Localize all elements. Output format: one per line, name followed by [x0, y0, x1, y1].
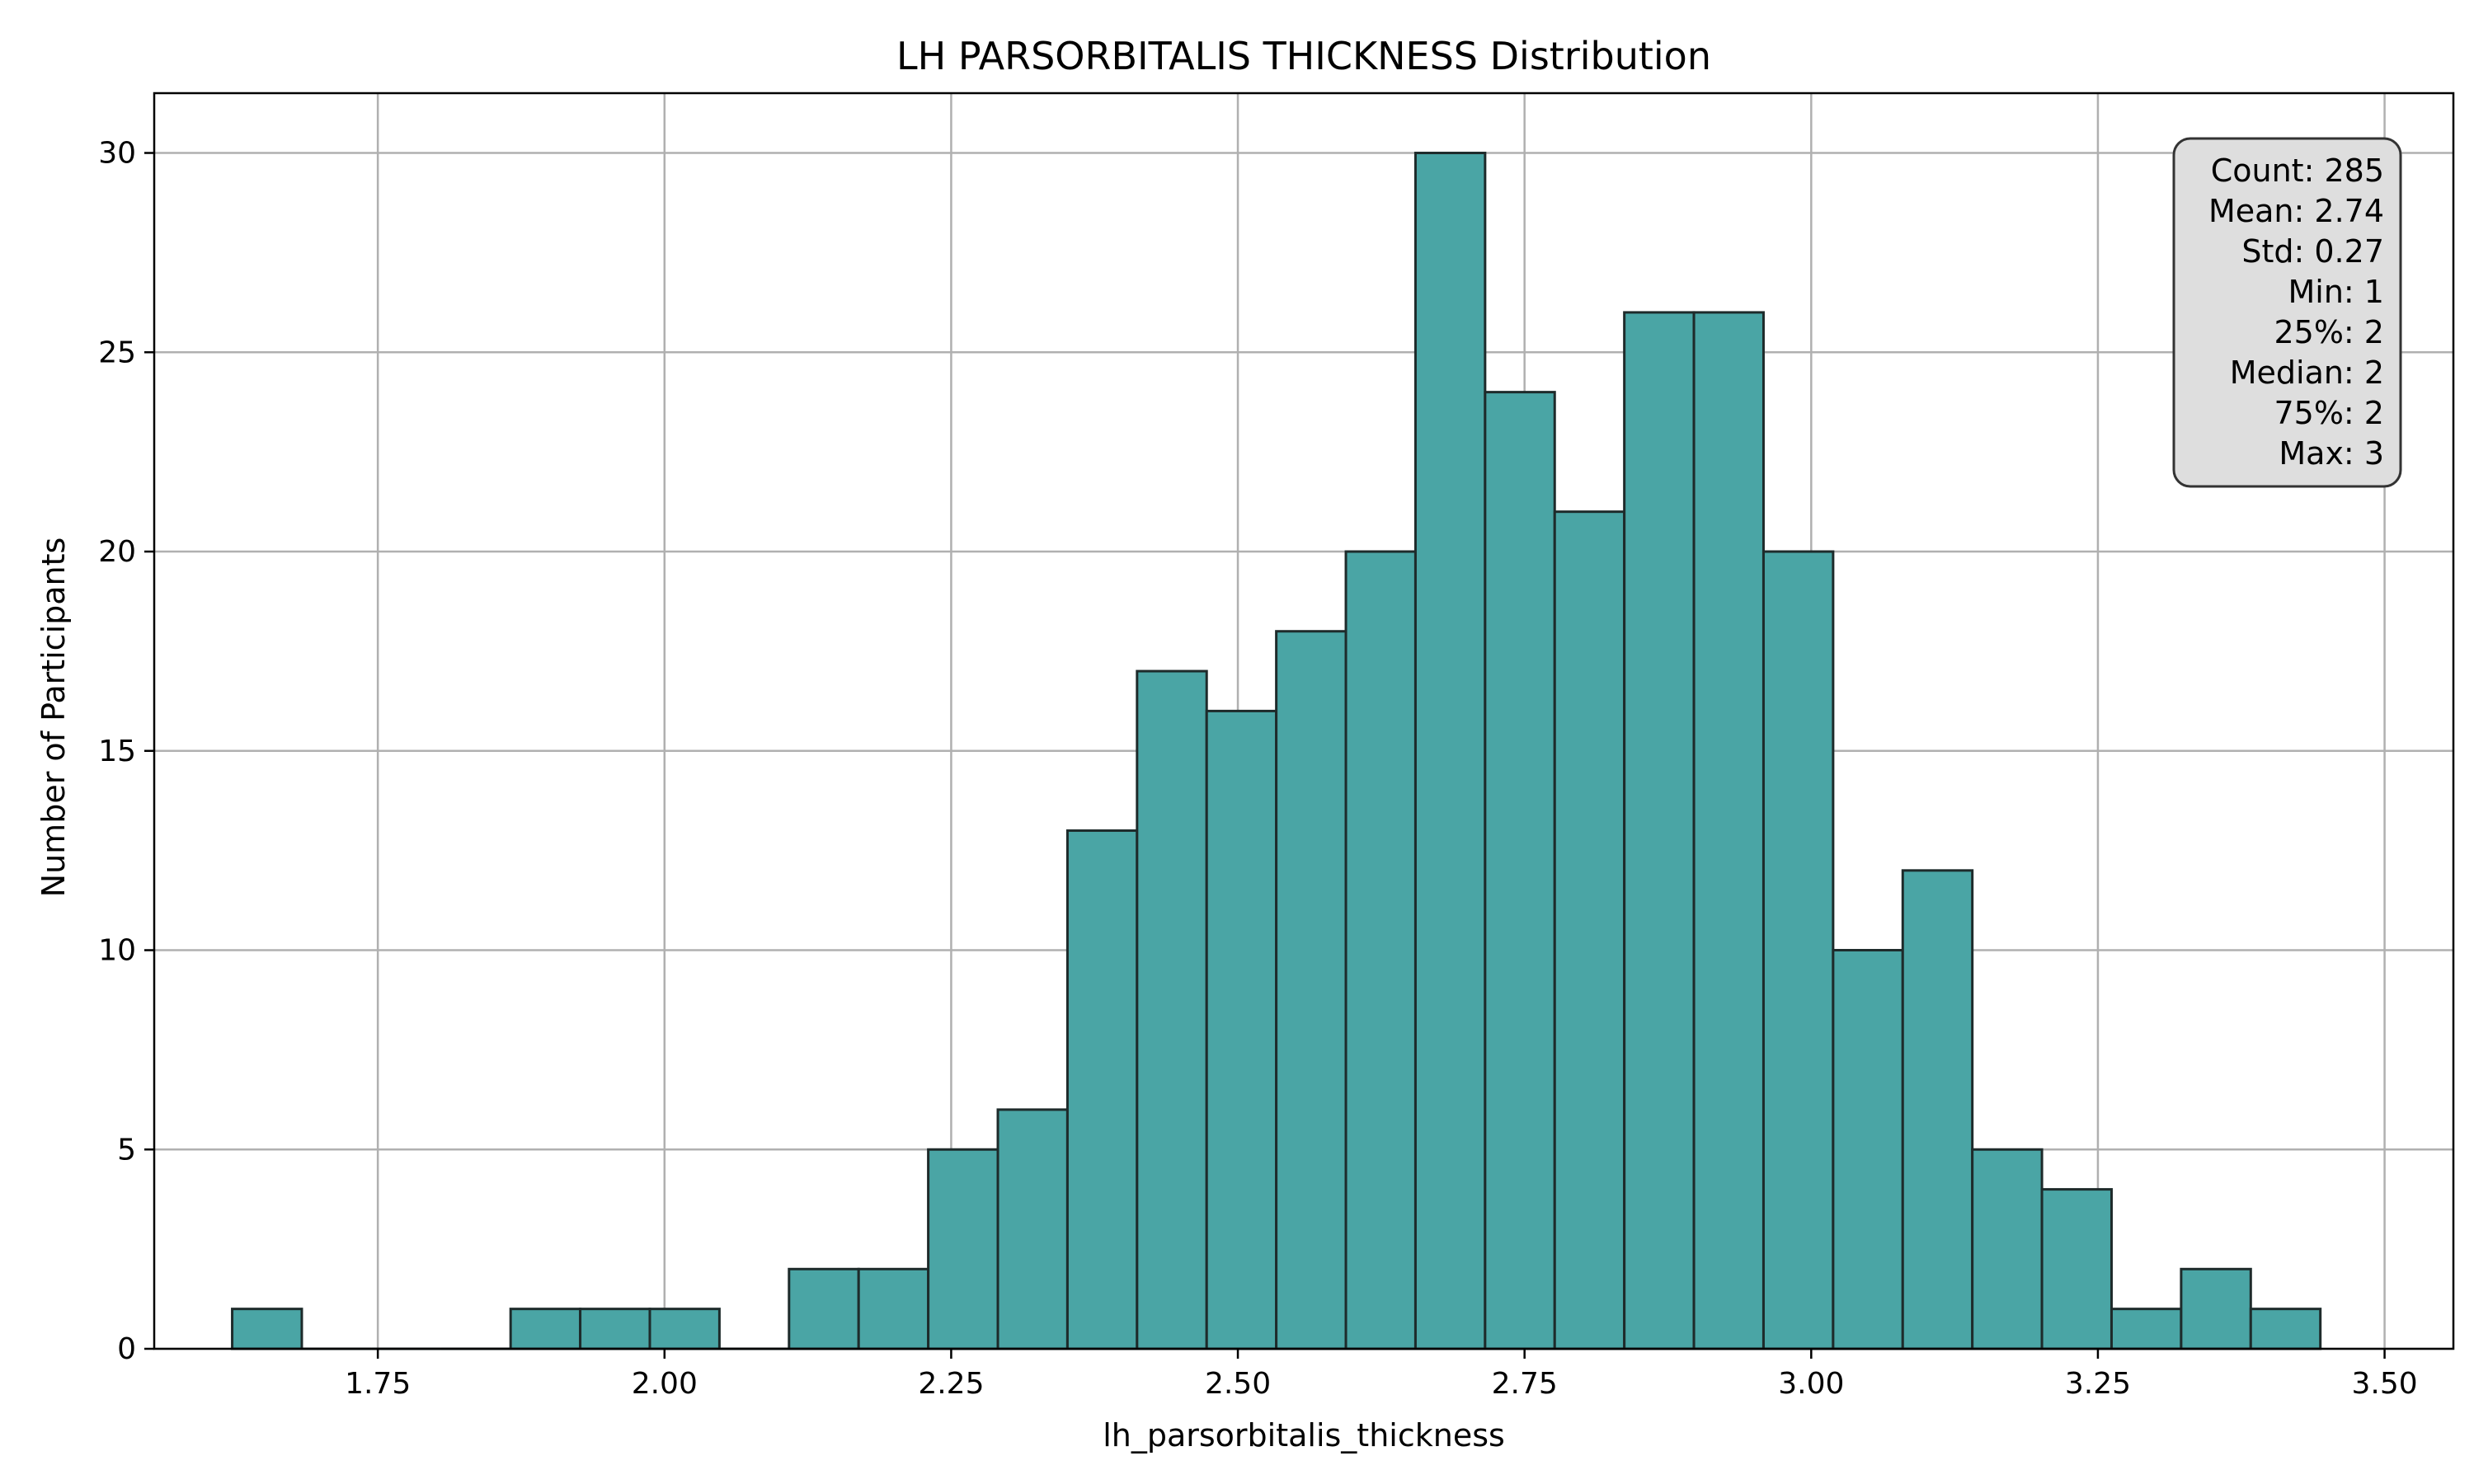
x-tick-label-0: 1.75	[345, 1367, 411, 1401]
x-tick-label-4: 2.75	[1492, 1367, 1558, 1401]
stats-box: Count: 285 Mean: 2.74 Std: 0.27 Min: 1 25%: …	[2172, 137, 2402, 488]
y-tick-label-1: 5	[117, 1133, 136, 1167]
x-tick-label-2: 2.25	[918, 1367, 984, 1401]
histogram-bar-26	[2040, 1188, 2113, 1350]
histogram-bar-22	[1761, 550, 1835, 1350]
histogram-bar-25	[1971, 1148, 2044, 1350]
x-tick-label-7: 3.50	[2351, 1367, 2417, 1401]
histogram-bar-0	[231, 1308, 303, 1350]
y-tick-label-6: 30	[98, 137, 136, 171]
histogram-bar-6	[648, 1308, 721, 1350]
histogram-bar-23	[1832, 949, 1904, 1350]
chart-title: LH PARSORBITALIS THICKNESS Distribution	[896, 34, 1711, 78]
y-tick-label-4: 20	[98, 535, 136, 569]
stats-box-frame	[2172, 137, 2402, 488]
y-axis-label: Number of Participants	[35, 538, 72, 898]
stats-line-6: 75%: 2	[2274, 395, 2384, 431]
x-axis-label: lh_parsorbitalis_thickness	[1103, 1417, 1505, 1453]
stats-line-2: Std: 0.27	[2241, 233, 2384, 270]
stats-line-1: Mean: 2.74	[2208, 193, 2384, 229]
histogram-bar-19	[1553, 510, 1626, 1350]
stats-line-0: Count: 285	[2211, 153, 2384, 189]
x-tick-label-3: 2.50	[1205, 1367, 1271, 1401]
histogram-bar-21	[1692, 311, 1765, 1350]
y-tick-label-3: 15	[98, 735, 136, 768]
stats-line-7: Max: 3	[2279, 435, 2384, 472]
bars-layer	[231, 152, 2322, 1350]
histogram-bar-4	[509, 1308, 582, 1350]
x-tick-label-1: 2.00	[632, 1367, 698, 1401]
histogram-bar-29	[2249, 1308, 2322, 1350]
histogram-bar-9	[857, 1267, 930, 1350]
y-tick-label-2: 10	[98, 934, 136, 968]
histogram-bar-28	[2180, 1267, 2252, 1350]
histogram-bar-12	[1065, 829, 1139, 1350]
histogram-bar-13	[1136, 669, 1208, 1350]
stats-line-5: Median: 2	[2230, 355, 2384, 391]
y-tick-label-0: 0	[117, 1332, 136, 1366]
histogram-bar-24	[1901, 869, 1974, 1350]
stats-line-3: Min: 1	[2288, 274, 2385, 310]
x-tick-label-5: 3.00	[1778, 1367, 1844, 1401]
ticks-layer: 1.75 2.00 2.25 2.50 2.75 3.00 3.25 3.50 0 5 10 15 20…	[98, 137, 2417, 1401]
y-tick-label-5: 25	[98, 336, 136, 369]
histogram-bar-14	[1205, 709, 1278, 1350]
stats-line-4: 25%: 2	[2274, 314, 2384, 350]
plot-frame	[153, 92, 2455, 1350]
x-tick-label-6: 3.25	[2065, 1367, 2131, 1401]
histogram-bar-17	[1413, 152, 1487, 1350]
histogram-bar-10	[927, 1148, 999, 1350]
histogram-bar-15	[1275, 630, 1348, 1350]
histogram-bar-11	[996, 1108, 1069, 1350]
histogram-bar-18	[1484, 391, 1556, 1350]
histogram-bar-5	[579, 1308, 651, 1350]
histogram-bar-20	[1623, 311, 1696, 1350]
histogram-bar-8	[788, 1267, 860, 1350]
histogram-bar-16	[1344, 550, 1417, 1350]
histogram-bar-27	[2109, 1308, 2183, 1350]
